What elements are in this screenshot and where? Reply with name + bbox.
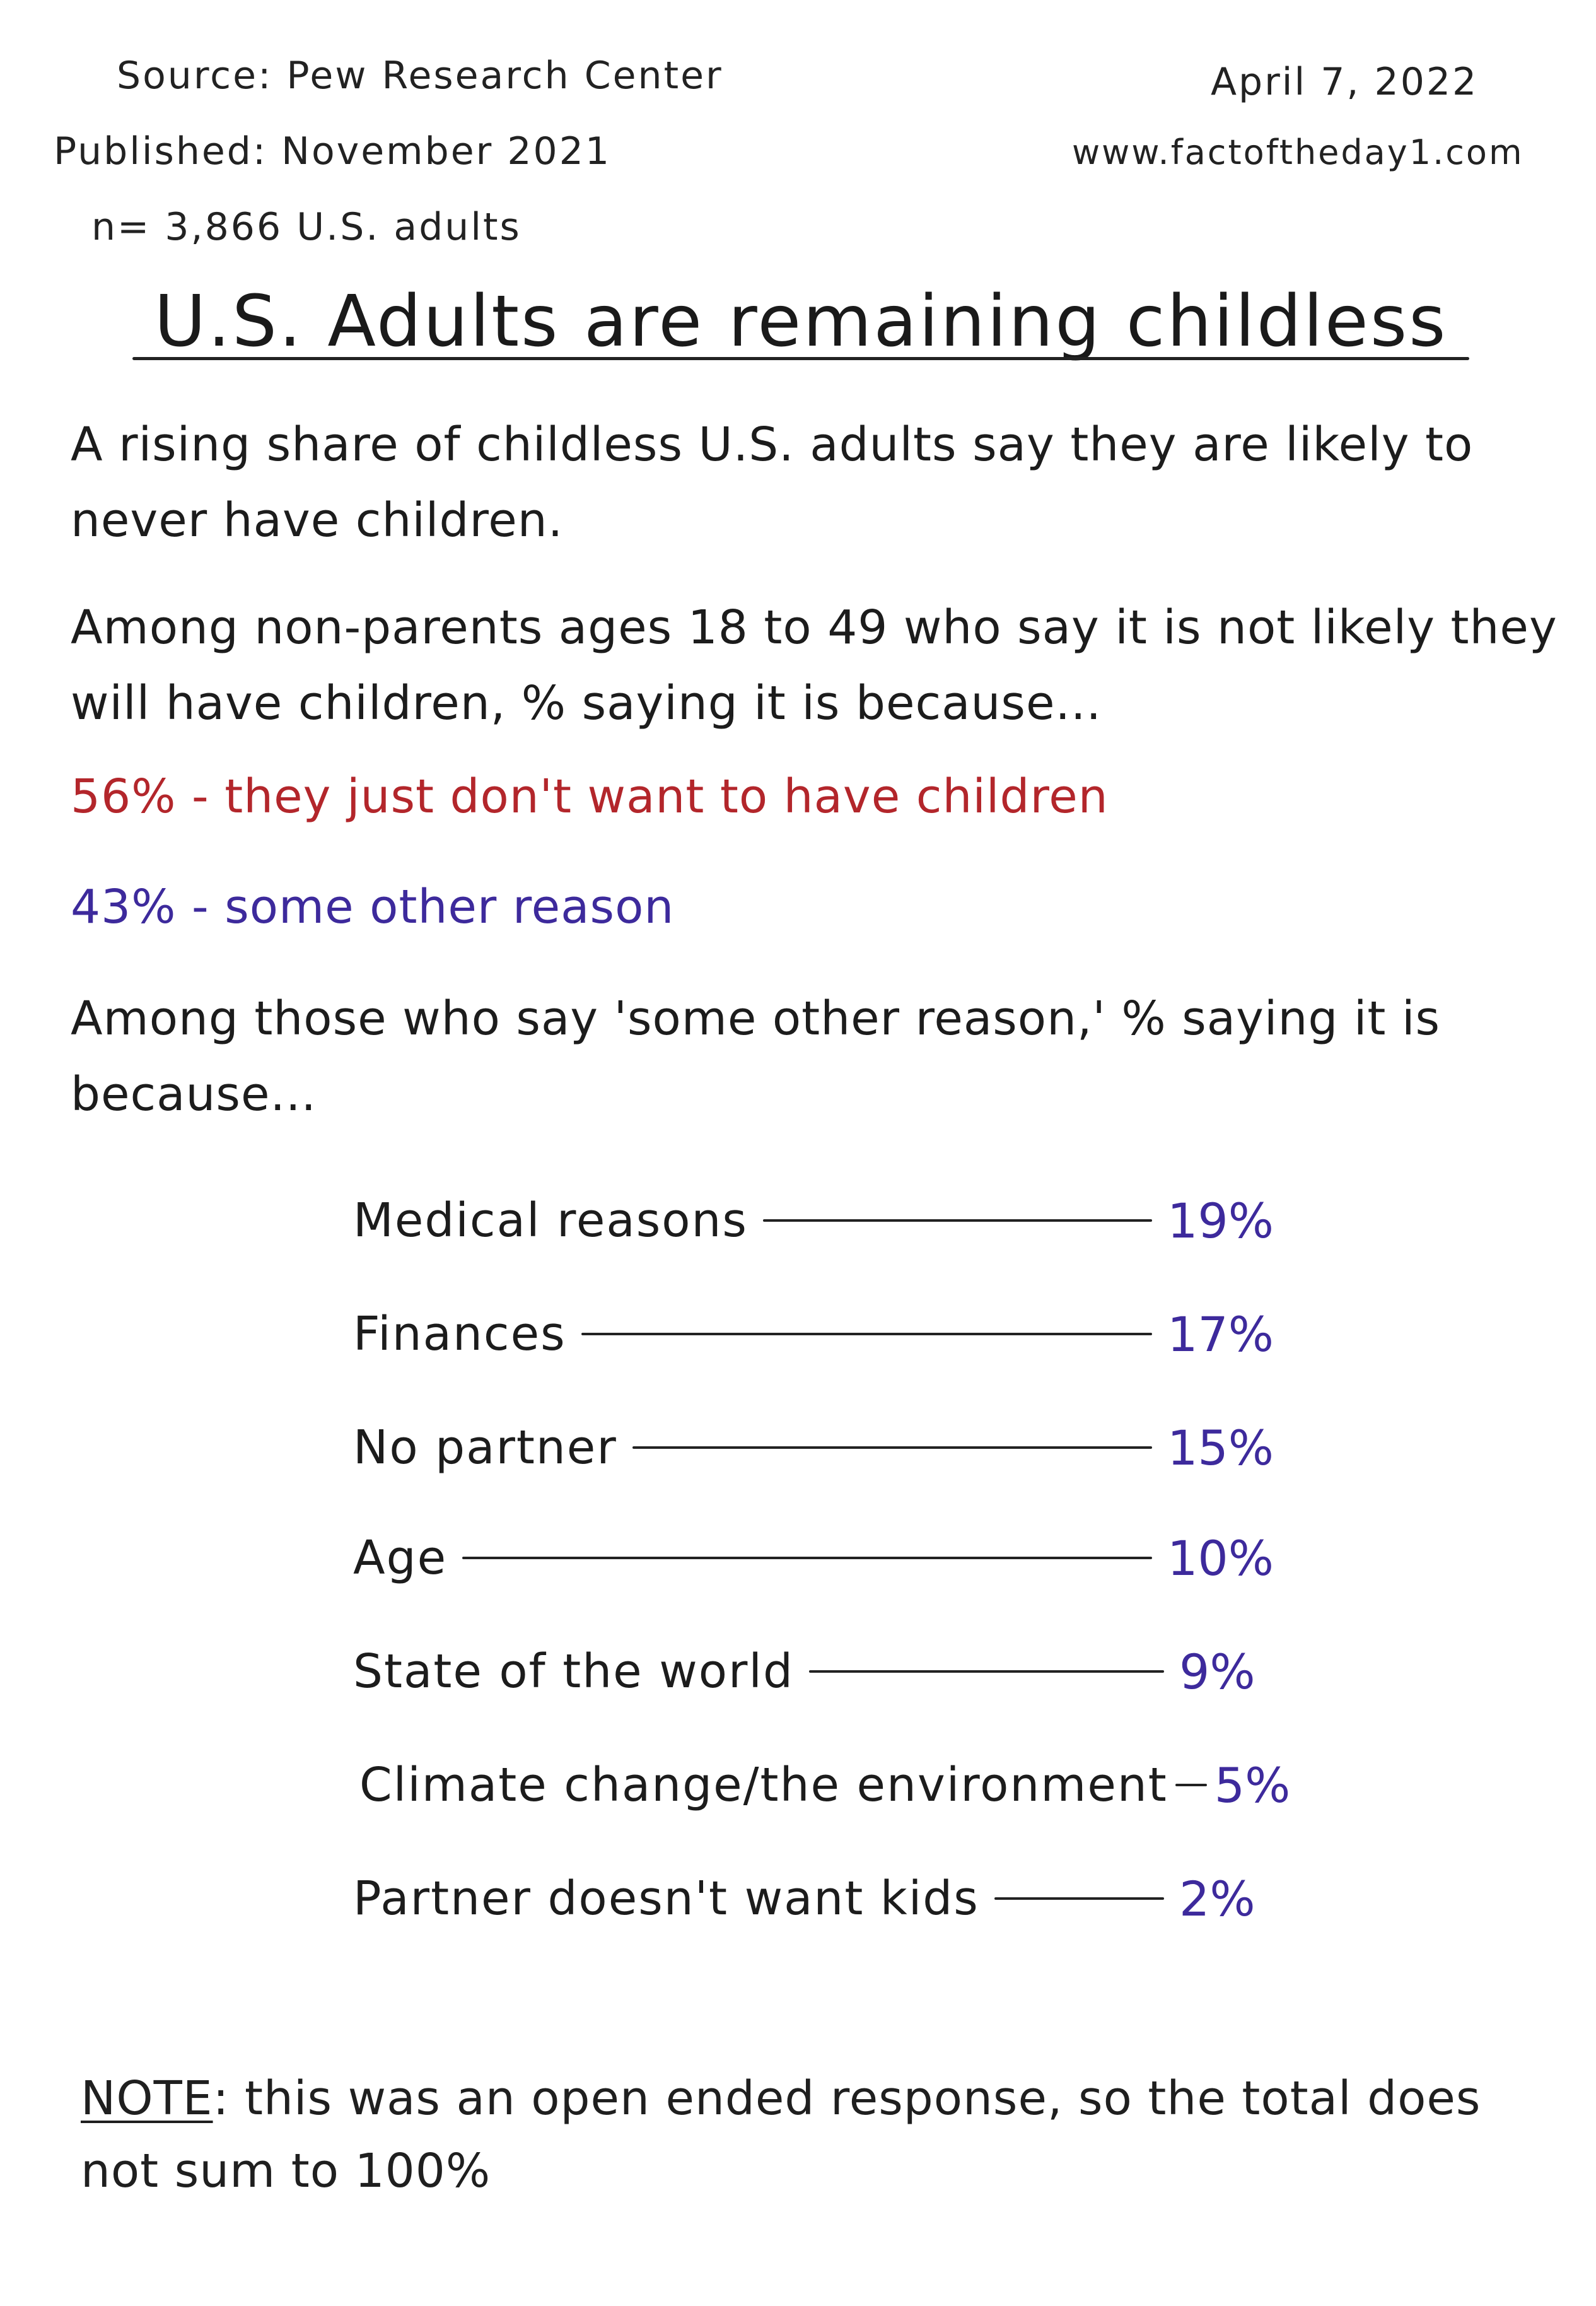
- website-text: www.factoftheday1.com: [1072, 132, 1524, 172]
- reason-label: No partner: [353, 1420, 617, 1475]
- reason-row: Partner doesn't want kids 2%: [353, 1861, 1274, 1936]
- reason-percent: 9%: [1179, 1643, 1255, 1700]
- source-text: Source: Pew Research Center: [117, 54, 723, 98]
- leader-line: [1175, 1784, 1207, 1786]
- question-paragraph: Among non-parents ages 18 to 49 who say …: [71, 600, 1558, 730]
- reason-row: No partner 15%: [353, 1410, 1274, 1485]
- stat-dont-want-children: 56% - they just don't want to have child…: [71, 770, 1109, 824]
- reason-row: Finances 17%: [353, 1296, 1274, 1372]
- leader-line: [632, 1446, 1153, 1449]
- date-text: April 7, 2022: [1211, 60, 1479, 104]
- stat-other-reason: 43% - some other reason: [71, 880, 675, 934]
- published-text: Published: November 2021: [54, 129, 612, 173]
- reason-label: Climate change/the environment: [359, 1758, 1168, 1812]
- leader-line: [581, 1333, 1153, 1335]
- reason-percent: 5%: [1214, 1757, 1291, 1813]
- page-title: U.S. Adults are remaining childless: [154, 281, 1448, 363]
- leader-line: [994, 1897, 1164, 1900]
- reason-label: State of the world: [353, 1644, 794, 1699]
- reason-row: Climate change/the environment 5%: [359, 1747, 1290, 1823]
- title-underline: [132, 357, 1469, 360]
- note-label: NOTE: [81, 2071, 213, 2126]
- reason-row: Age 10%: [353, 1520, 1274, 1596]
- leader-line: [462, 1557, 1153, 1559]
- sample-size-text: n= 3,866 U.S. adults: [91, 205, 521, 249]
- reason-row: State of the world 9%: [353, 1634, 1274, 1709]
- leader-line: [762, 1219, 1153, 1222]
- reason-percent: 10%: [1167, 1530, 1274, 1586]
- intro-paragraph: A rising share of childless U.S. adults …: [71, 418, 1474, 547]
- followup-paragraph: Among those who say 'some other reason,'…: [71, 992, 1441, 1121]
- leader-line: [808, 1670, 1164, 1673]
- reason-label: Finances: [353, 1307, 566, 1361]
- note-text: : this was an open ended response, so th…: [81, 2071, 1481, 2198]
- reason-percent: 15%: [1167, 1419, 1274, 1476]
- footnote: NOTE: this was an open ended response, s…: [81, 2063, 1550, 2208]
- reason-percent: 2%: [1179, 1870, 1255, 1927]
- reason-percent: 19%: [1167, 1192, 1274, 1249]
- reason-percent: 17%: [1167, 1306, 1274, 1362]
- reason-row: Medical reasons 19%: [353, 1183, 1274, 1258]
- reason-label: Age: [353, 1531, 448, 1585]
- reason-label: Medical reasons: [353, 1193, 748, 1248]
- reason-label: Partner doesn't want kids: [353, 1871, 979, 1926]
